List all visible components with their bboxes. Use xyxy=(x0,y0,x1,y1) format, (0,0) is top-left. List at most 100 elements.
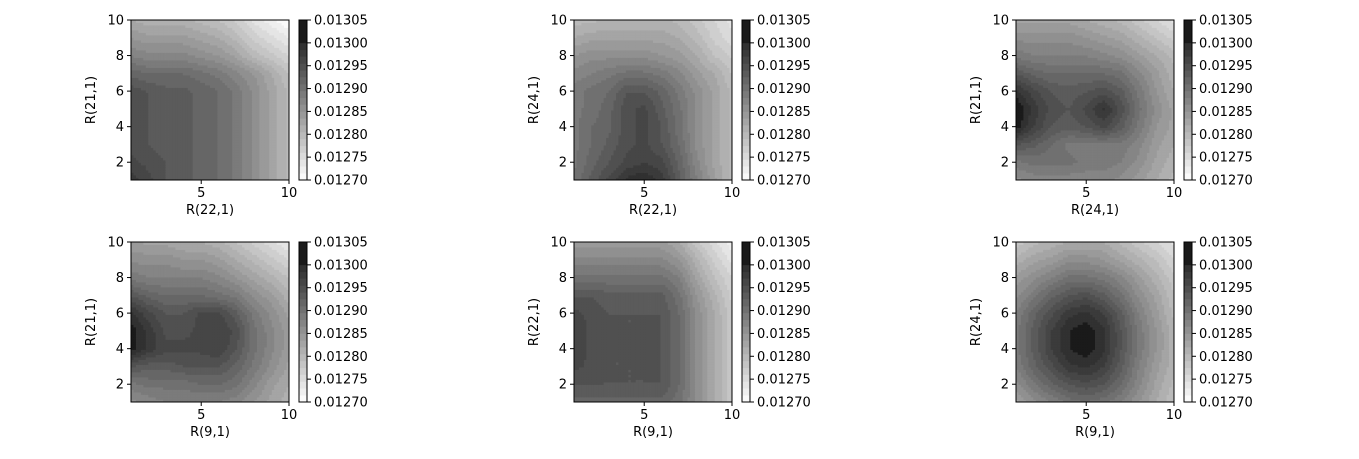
contour-cell xyxy=(264,90,267,93)
contour-cell xyxy=(579,155,582,158)
contour-cell xyxy=(198,95,201,98)
contour-cell xyxy=(284,25,287,28)
contour-cell xyxy=(250,135,253,138)
contour-cell xyxy=(161,38,164,41)
contour-cell xyxy=(269,35,272,38)
contour-cell xyxy=(222,33,225,36)
contour-cell xyxy=(158,100,161,103)
contour-cell xyxy=(626,150,629,153)
contour-cell xyxy=(254,75,257,78)
contour-cell xyxy=(166,80,169,83)
contour-cell xyxy=(235,38,238,41)
contour-cell xyxy=(267,95,270,98)
contour-cell xyxy=(133,80,136,83)
contour-cell xyxy=(274,95,277,98)
contour-cell xyxy=(282,78,285,81)
contour-cell xyxy=(136,53,139,56)
contour-cell xyxy=(136,148,139,151)
contour-cell xyxy=(215,98,218,101)
contour-cell xyxy=(195,128,198,131)
contour-cell xyxy=(133,128,136,131)
contour-cell xyxy=(198,173,201,176)
contour-cell xyxy=(227,155,230,158)
contour-cell xyxy=(158,173,161,176)
contour-cell xyxy=(254,35,257,38)
contour-cell xyxy=(594,170,597,173)
contour-cell xyxy=(220,115,223,118)
contour-cell xyxy=(606,173,609,176)
contour-cell xyxy=(133,170,136,173)
contour-cell xyxy=(225,158,228,161)
contour-cell xyxy=(215,53,218,56)
contour-cell xyxy=(215,70,218,73)
contour-cell xyxy=(230,135,233,138)
contour-cell xyxy=(581,170,584,173)
contour-cell xyxy=(136,123,139,126)
contour-cell xyxy=(604,173,607,176)
colorbar-tick-label: 0.01285 xyxy=(314,105,368,120)
contour-cell xyxy=(190,25,193,28)
contour-cell xyxy=(230,80,233,83)
contour-cell xyxy=(138,170,141,173)
contour-cell xyxy=(136,143,139,146)
contour-cell xyxy=(673,155,676,158)
contour-cell xyxy=(205,55,208,58)
contour-cell xyxy=(198,108,201,111)
contour-cell xyxy=(710,168,713,171)
contour-cell xyxy=(168,38,171,41)
contour-cell xyxy=(220,138,223,141)
contour-cell xyxy=(148,105,151,108)
contour-cell xyxy=(284,103,287,106)
contour-cell xyxy=(646,173,649,176)
contour-cell xyxy=(638,148,641,151)
contour-cell xyxy=(163,25,166,28)
contour-cell xyxy=(279,55,282,58)
contour-cell xyxy=(136,43,139,46)
contour-cell xyxy=(646,175,649,178)
contour-cell xyxy=(200,50,203,53)
contour-cell xyxy=(133,173,136,176)
contour-cell xyxy=(245,143,248,146)
contour-cell xyxy=(136,25,139,28)
contour-cell xyxy=(143,173,146,176)
contour-cell xyxy=(188,63,191,66)
contour-cell xyxy=(185,160,188,163)
contour-cell xyxy=(242,70,245,73)
contour-cell xyxy=(212,30,215,33)
contour-cell xyxy=(173,55,176,58)
contour-cell xyxy=(279,73,282,76)
contour-cell xyxy=(200,73,203,76)
contour-cell xyxy=(247,143,250,146)
contour-cell xyxy=(623,150,626,153)
contour-cell xyxy=(284,45,287,48)
contour-cell xyxy=(180,165,183,168)
contour-cell xyxy=(651,163,654,166)
contour-cell xyxy=(274,85,277,88)
contour-cell xyxy=(178,25,181,28)
contour-cell xyxy=(215,113,218,116)
contour-cell xyxy=(143,163,146,166)
contour-cell xyxy=(621,175,624,178)
contour-cell xyxy=(614,155,617,158)
contour-cell xyxy=(212,125,215,128)
contour-cell xyxy=(245,105,248,108)
contour-cell xyxy=(240,135,243,138)
contour-cell xyxy=(203,108,206,111)
contour-cell xyxy=(274,163,277,166)
contour-cell xyxy=(222,140,225,143)
contour-cell xyxy=(247,145,250,148)
contour-cell xyxy=(203,35,206,38)
contour-cell xyxy=(247,28,250,31)
contour-cell xyxy=(158,123,161,126)
contour-cell xyxy=(166,75,169,78)
contour-cell xyxy=(217,55,220,58)
contour-cell xyxy=(143,105,146,108)
contour-cell xyxy=(198,148,201,151)
contour-cell xyxy=(277,143,280,146)
contour-cell xyxy=(148,143,151,146)
contour-cell xyxy=(245,115,248,118)
contour-cell xyxy=(158,125,161,128)
contour-cell xyxy=(178,138,181,141)
contour-cell xyxy=(282,168,285,171)
contour-cell xyxy=(148,60,151,63)
